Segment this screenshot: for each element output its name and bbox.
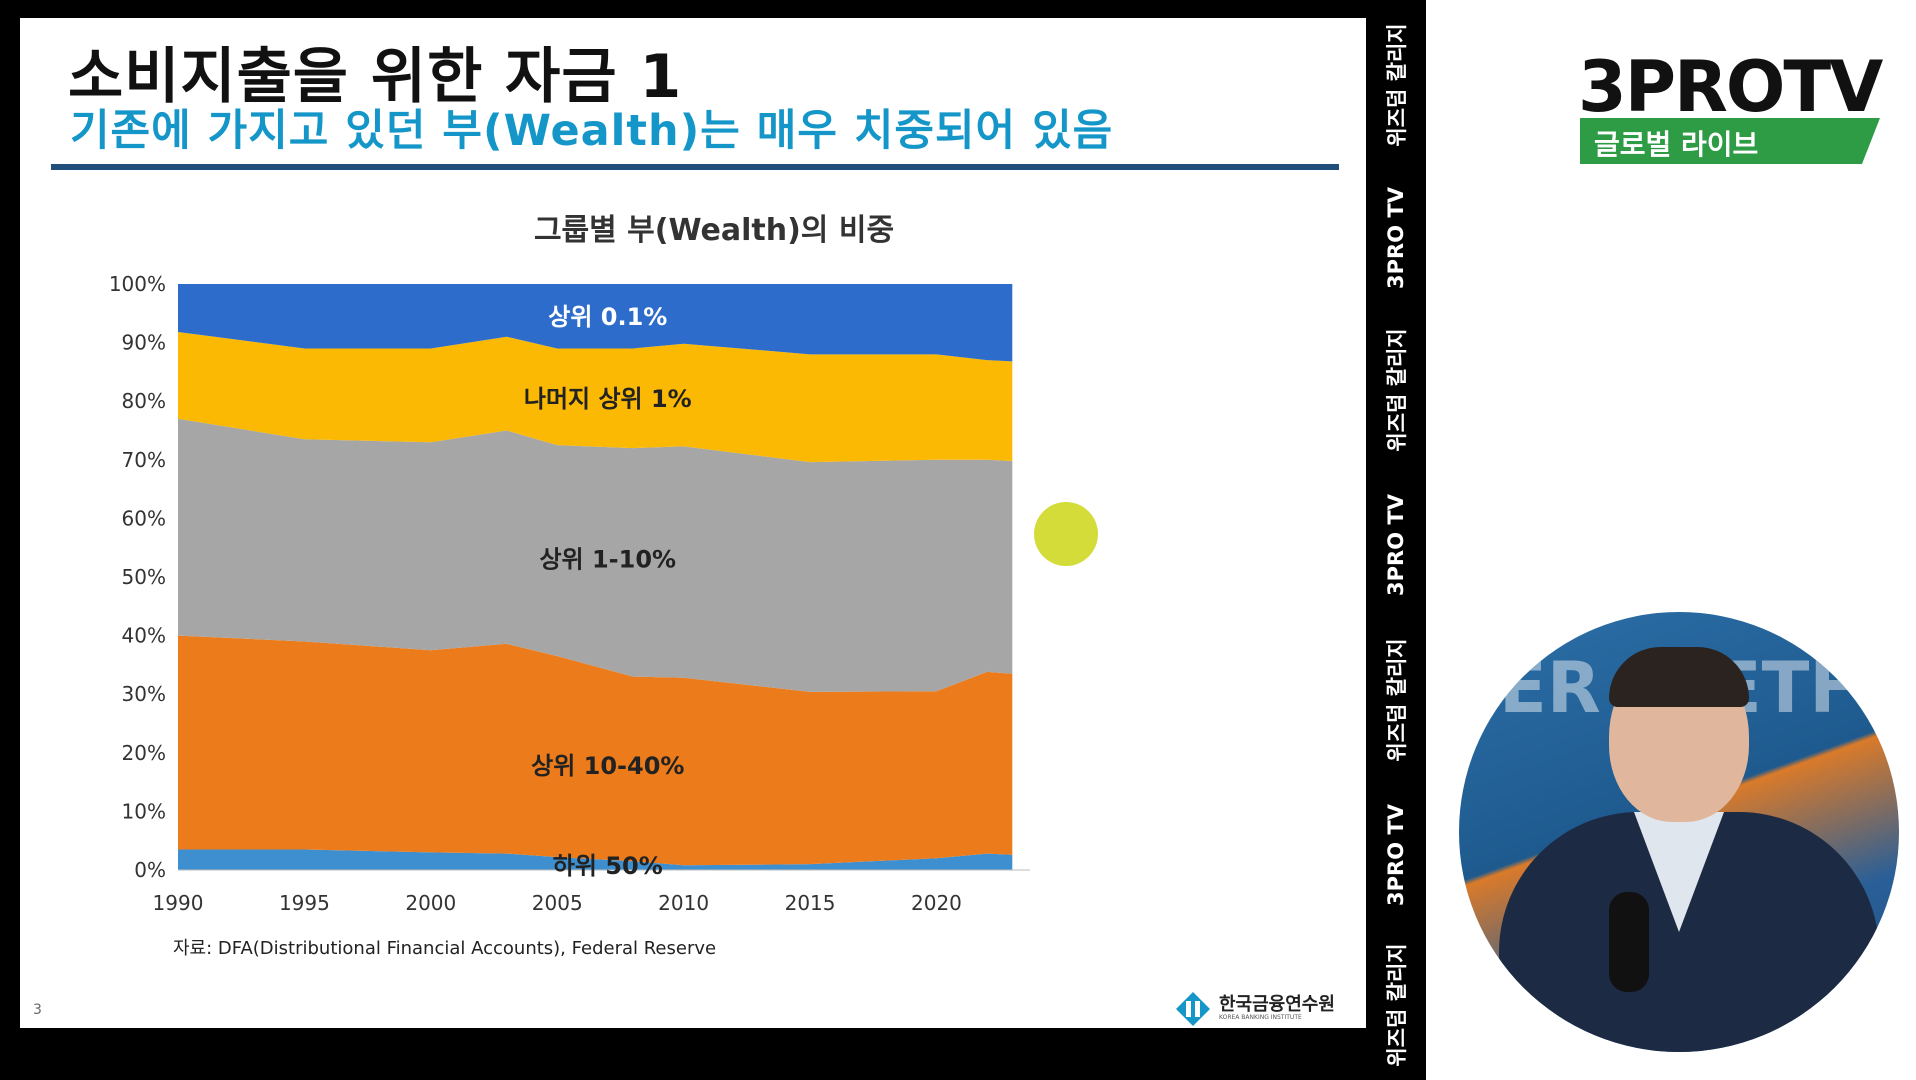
page-number: 3 <box>33 1002 42 1018</box>
y-tick-label: 40% <box>122 624 166 648</box>
brand-banner <box>1580 118 1880 164</box>
x-tick-label: 1990 <box>153 891 204 915</box>
area-series-0 <box>178 849 1013 870</box>
y-tick-label: 0% <box>134 858 166 882</box>
y-tick-label: 50% <box>122 565 166 589</box>
x-tick-label: 1995 <box>279 891 330 915</box>
side-watermark-text: 위즈덤 칼리지 <box>1385 638 1409 762</box>
series-label: 하위 50% <box>553 852 663 880</box>
presentation-slide: 소비지출을 위한 자금 1 기존에 가지고 있던 부(Wealth)는 매우 치… <box>20 18 1366 1028</box>
kbi-logo-name: 한국금융연수원 <box>1219 994 1335 1015</box>
area-series-4 <box>178 284 1013 362</box>
kbi-logo-icon <box>1176 992 1210 1026</box>
y-tick-label: 30% <box>122 682 166 706</box>
wealth-share-chart: 그룹별 부(Wealth)의 비중 0% 10% 20% 30% 40% 50% 60% 70… <box>109 213 1098 915</box>
microphone-icon <box>1609 892 1649 992</box>
y-tick-label: 60% <box>122 506 166 530</box>
y-tick-label: 80% <box>122 389 166 413</box>
area-series-2 <box>178 418 1013 692</box>
y-tick-label: 10% <box>122 799 166 823</box>
cursor-highlight <box>1034 502 1098 566</box>
area-series-1 <box>178 635 1013 866</box>
side-watermark-text: 3PRO TV <box>1384 494 1408 596</box>
series-label: 상위 10-40% <box>531 752 684 780</box>
broadcast-panel: 3PROTV 글로벌 라이브 ER 월 ETF <box>1426 0 1916 1080</box>
x-tick-label: 2000 <box>405 891 456 915</box>
presenter-hair <box>1609 647 1749 707</box>
side-watermark-text: 위즈덤 칼리지 <box>1385 328 1409 452</box>
y-tick-label: 100% <box>109 272 166 296</box>
presenter-video: ER 월 ETF <box>1459 612 1899 1052</box>
series-label: 상위 0.1% <box>548 303 667 331</box>
area-series-3 <box>178 332 1013 463</box>
side-watermark-text: 3PRO TV <box>1384 804 1408 906</box>
side-watermark-text: 위즈덤 칼리지 <box>1385 23 1409 147</box>
y-tick-label: 20% <box>122 741 166 765</box>
chart-title: 그룹별 부(Wealth)의 비중 <box>534 213 894 248</box>
title-divider <box>51 164 1339 170</box>
x-tick-label: 2020 <box>911 891 962 915</box>
series-label: 나머지 상위 1% <box>524 385 692 413</box>
kbi-logo-subtitle: KOREA BANKING INSTITUTE <box>1219 1014 1302 1021</box>
y-tick-label: 70% <box>122 448 166 472</box>
source-note: 자료: DFA(Distributional Financial Account… <box>173 938 717 959</box>
brand-subtitle: 글로벌 라이브 <box>1594 128 1759 161</box>
x-tick-label: 2010 <box>658 891 709 915</box>
y-tick-label: 90% <box>122 331 166 355</box>
side-watermark-strip: 위즈덤 칼리지 3PRO TV 위즈덤 칼리지 3PRO TV 위즈덤 칼리지 3PRO … <box>1366 0 1426 1080</box>
side-watermark-text: 위즈덤 칼리지 <box>1385 943 1409 1067</box>
side-watermark-text: 3PRO TV <box>1384 187 1408 289</box>
x-tick-label: 2005 <box>532 891 583 915</box>
kbi-logo: 한국금융연수원 KOREA BANKING INSTITUTE <box>1174 988 1354 1032</box>
slide-title: 소비지출을 위한 자금 1 <box>68 42 683 112</box>
series-label: 상위 1-10% <box>539 545 676 573</box>
x-tick-label: 2015 <box>785 891 836 915</box>
slide-subtitle: 기존에 가지고 있던 부(Wealth)는 매우 치중되어 있음 <box>70 106 1114 156</box>
brand-logo: 3PROTV <box>1578 46 1883 128</box>
